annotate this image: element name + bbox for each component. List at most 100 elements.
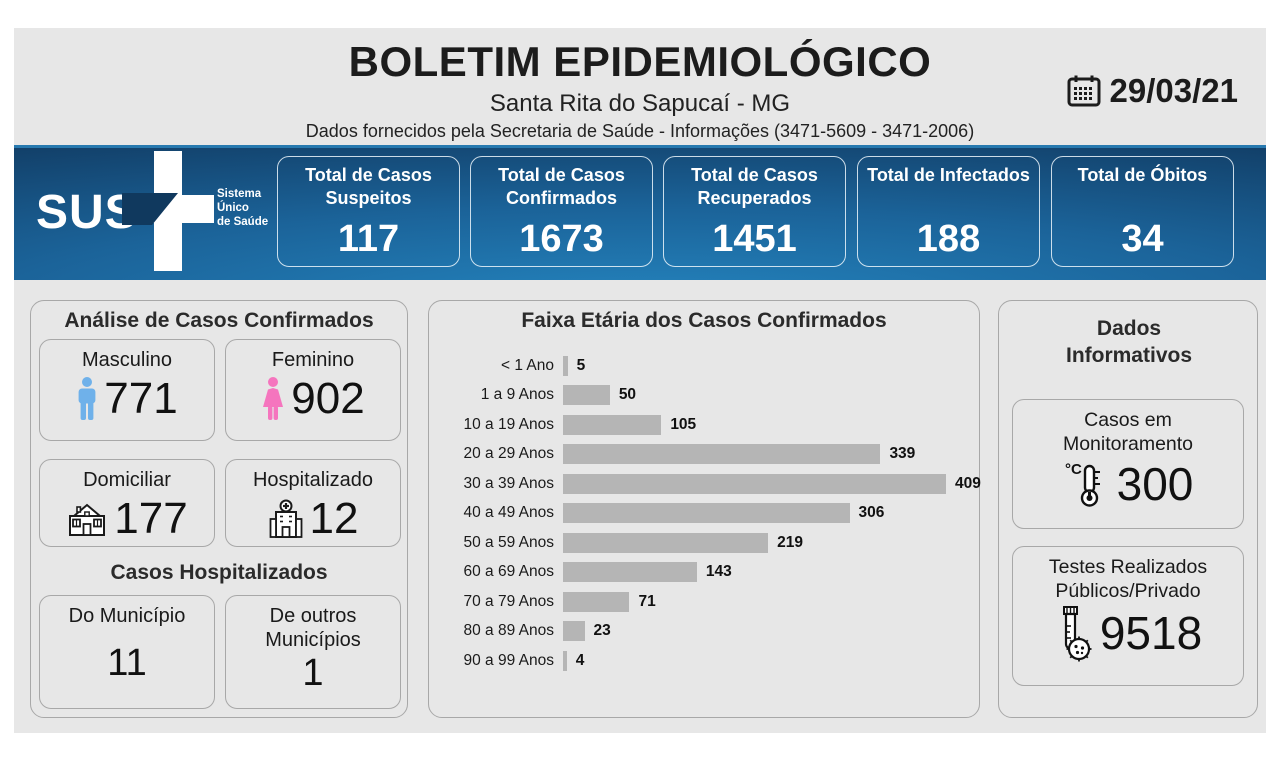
card-outros-municipios: De outros Municípios 1: [225, 595, 401, 709]
chart-value-label: 306: [858, 504, 885, 522]
chart-bar: [563, 591, 630, 612]
sus-logo: SUS Sistema Único de Saúde: [14, 145, 284, 280]
card-testes: Testes Realizados Públicos/Privado: [1012, 546, 1244, 686]
panel-info-title: Dados Informativos: [1065, 317, 1193, 368]
report-date-value: 29/03/21: [1109, 72, 1238, 109]
stats-band: SUS Sistema Único de Saúde Total de Caso…: [14, 145, 1266, 280]
chart-row: 50 a 59 Anos 219: [441, 528, 967, 558]
chart-row: 10 a 19 Anos 105: [441, 410, 967, 440]
hospitalized-heading: Casos Hospitalizados: [110, 561, 328, 584]
chart-category-label: 40 a 49 Anos: [463, 504, 555, 522]
card-do-municipio: Do Município 11: [39, 595, 215, 709]
chart-category-label: 10 a 19 Anos: [463, 415, 555, 433]
stat-card-infectados: Total de Infectados 188: [857, 156, 1040, 267]
page-title: BOLETIM EPIDEMIOLÓGICO: [348, 38, 932, 85]
chart-value-label: 71: [638, 592, 656, 610]
card-label: Testes Realizados Públicos/Privado: [1048, 556, 1208, 603]
chart-value-label: 143: [705, 563, 732, 581]
card-label: Casos em Monitoramento: [1062, 409, 1194, 456]
male-icon: [76, 377, 98, 421]
stat-value: 117: [337, 218, 400, 260]
chart-bar: [563, 621, 585, 642]
svg-text:°C: °C: [1065, 461, 1082, 478]
chart-bar: [563, 414, 662, 435]
chart-category-label: < 1 Ano: [500, 356, 554, 374]
card-value: 12: [309, 494, 359, 543]
chart-row: 1 a 9 Anos 50: [441, 381, 967, 411]
chart-title: Faixa Etária dos Casos Confirmados: [521, 309, 887, 332]
female-icon: [261, 377, 285, 421]
stat-value: 1673: [519, 218, 604, 260]
chart-value-label: 5: [576, 356, 586, 374]
chart-value-label: 219: [777, 533, 803, 551]
card-value: 177: [114, 494, 188, 543]
chart-row: 70 a 79 Anos 71: [441, 587, 967, 617]
chart-bar: [563, 355, 568, 376]
stat-value: 34: [1121, 218, 1164, 260]
chart-category-label: 50 a 59 Anos: [463, 533, 555, 551]
stat-card-suspeitos: Total de Casos Suspeitos 117: [277, 156, 460, 267]
chart-value-label: 23: [593, 622, 611, 640]
header-info-line: Dados fornecidos pela Secretaria de Saúd…: [305, 121, 975, 141]
chart-category-label: 30 a 39 Anos: [463, 474, 555, 492]
stat-card-recuperados: Total de Casos Recuperados 1451: [663, 156, 846, 267]
age-bar-chart: < 1 Ano 5 1 a 9 Anos 50 10 a 19 Anos 105 20 a …: [441, 351, 981, 676]
stat-label: Total de Casos Suspeitos: [305, 165, 432, 208]
sus-logo-text: SUS: [36, 186, 138, 239]
thermometer-icon: °C: [1063, 458, 1115, 510]
stat-label: Total de Casos Recuperados: [691, 165, 818, 208]
card-label: De outros Municípios: [265, 605, 361, 651]
chart-value-label: 50: [618, 386, 637, 404]
chart-row: 80 a 89 Anos 23: [441, 617, 967, 647]
stat-label: Total de Infectados: [867, 165, 1030, 185]
card-domiciliar: Domiciliar 177: [39, 459, 215, 547]
chart-bar: [563, 444, 881, 465]
house-icon: [66, 500, 108, 538]
panel-analysis: Análise de Casos Confirmados Masculino 7…: [30, 300, 408, 718]
chart-bar: [563, 532, 769, 553]
chart-category-label: 1 a 9 Anos: [480, 386, 554, 404]
chart-value-label: 409: [955, 474, 981, 492]
card-label: Feminino: [271, 349, 355, 371]
card-value: 902: [291, 374, 365, 423]
card-value: 1: [302, 652, 324, 694]
card-label: Masculino: [81, 349, 173, 371]
chart-row: 90 a 99 Anos 4: [441, 646, 967, 676]
calendar-icon: [1066, 73, 1102, 109]
sus-tagline: Sistema Único de Saúde: [217, 188, 269, 228]
stat-label: Total de Óbitos: [1077, 165, 1208, 185]
test-tube-icon: [1054, 604, 1098, 662]
dashboard: BOLETIM EPIDEMIOLÓGICO Santa Rita do Sap…: [14, 28, 1266, 733]
card-monitoramento: Casos em Monitoramento °C 300: [1012, 399, 1244, 529]
panel-age-chart: Faixa Etária dos Casos Confirmados < 1 A…: [428, 300, 981, 718]
stat-label: Total de Casos Confirmados: [498, 165, 625, 208]
card-value: 9518: [1099, 606, 1203, 659]
chart-row: 40 a 49 Anos 306: [441, 499, 967, 529]
stat-card-confirmados: Total de Casos Confirmados 1673: [470, 156, 653, 267]
chart-row: 30 a 39 Anos 409: [441, 469, 981, 499]
chart-value-label: 339: [889, 445, 916, 463]
card-label: Domiciliar: [83, 469, 171, 491]
chart-category-label: 70 a 79 Anos: [463, 592, 555, 610]
chart-bar: [563, 503, 850, 524]
card-value: 300: [1116, 457, 1194, 510]
chart-category-label: 20 a 29 Anos: [463, 445, 555, 463]
chart-value-label: 4: [575, 651, 585, 669]
page-subtitle: Santa Rita do Sapucaí - MG: [489, 90, 791, 117]
card-feminino: Feminino 902: [225, 339, 401, 441]
chart-bar: [563, 473, 946, 494]
report-date: 29/03/21: [1066, 72, 1238, 110]
card-hospitalizado: Hospitalizado: [225, 459, 401, 547]
chart-category-label: 60 a 69 Anos: [463, 563, 555, 581]
chart-bar: [563, 562, 697, 583]
card-value: 11: [107, 642, 147, 684]
chart-bar: [563, 385, 610, 406]
chart-row: 60 a 69 Anos 143: [441, 558, 967, 588]
hospital-icon: [268, 499, 304, 539]
sus-cross-icon: [122, 151, 214, 271]
card-label: Hospitalizado: [252, 469, 374, 491]
stat-card-obitos: Total de Óbitos 34: [1051, 156, 1234, 267]
chart-bar: [563, 650, 567, 671]
card-label: Do Município: [68, 605, 186, 627]
stat-value: 1451: [712, 218, 797, 260]
